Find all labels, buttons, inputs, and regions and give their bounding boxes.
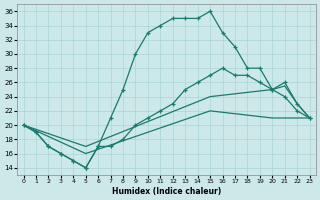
X-axis label: Humidex (Indice chaleur): Humidex (Indice chaleur): [112, 187, 221, 196]
